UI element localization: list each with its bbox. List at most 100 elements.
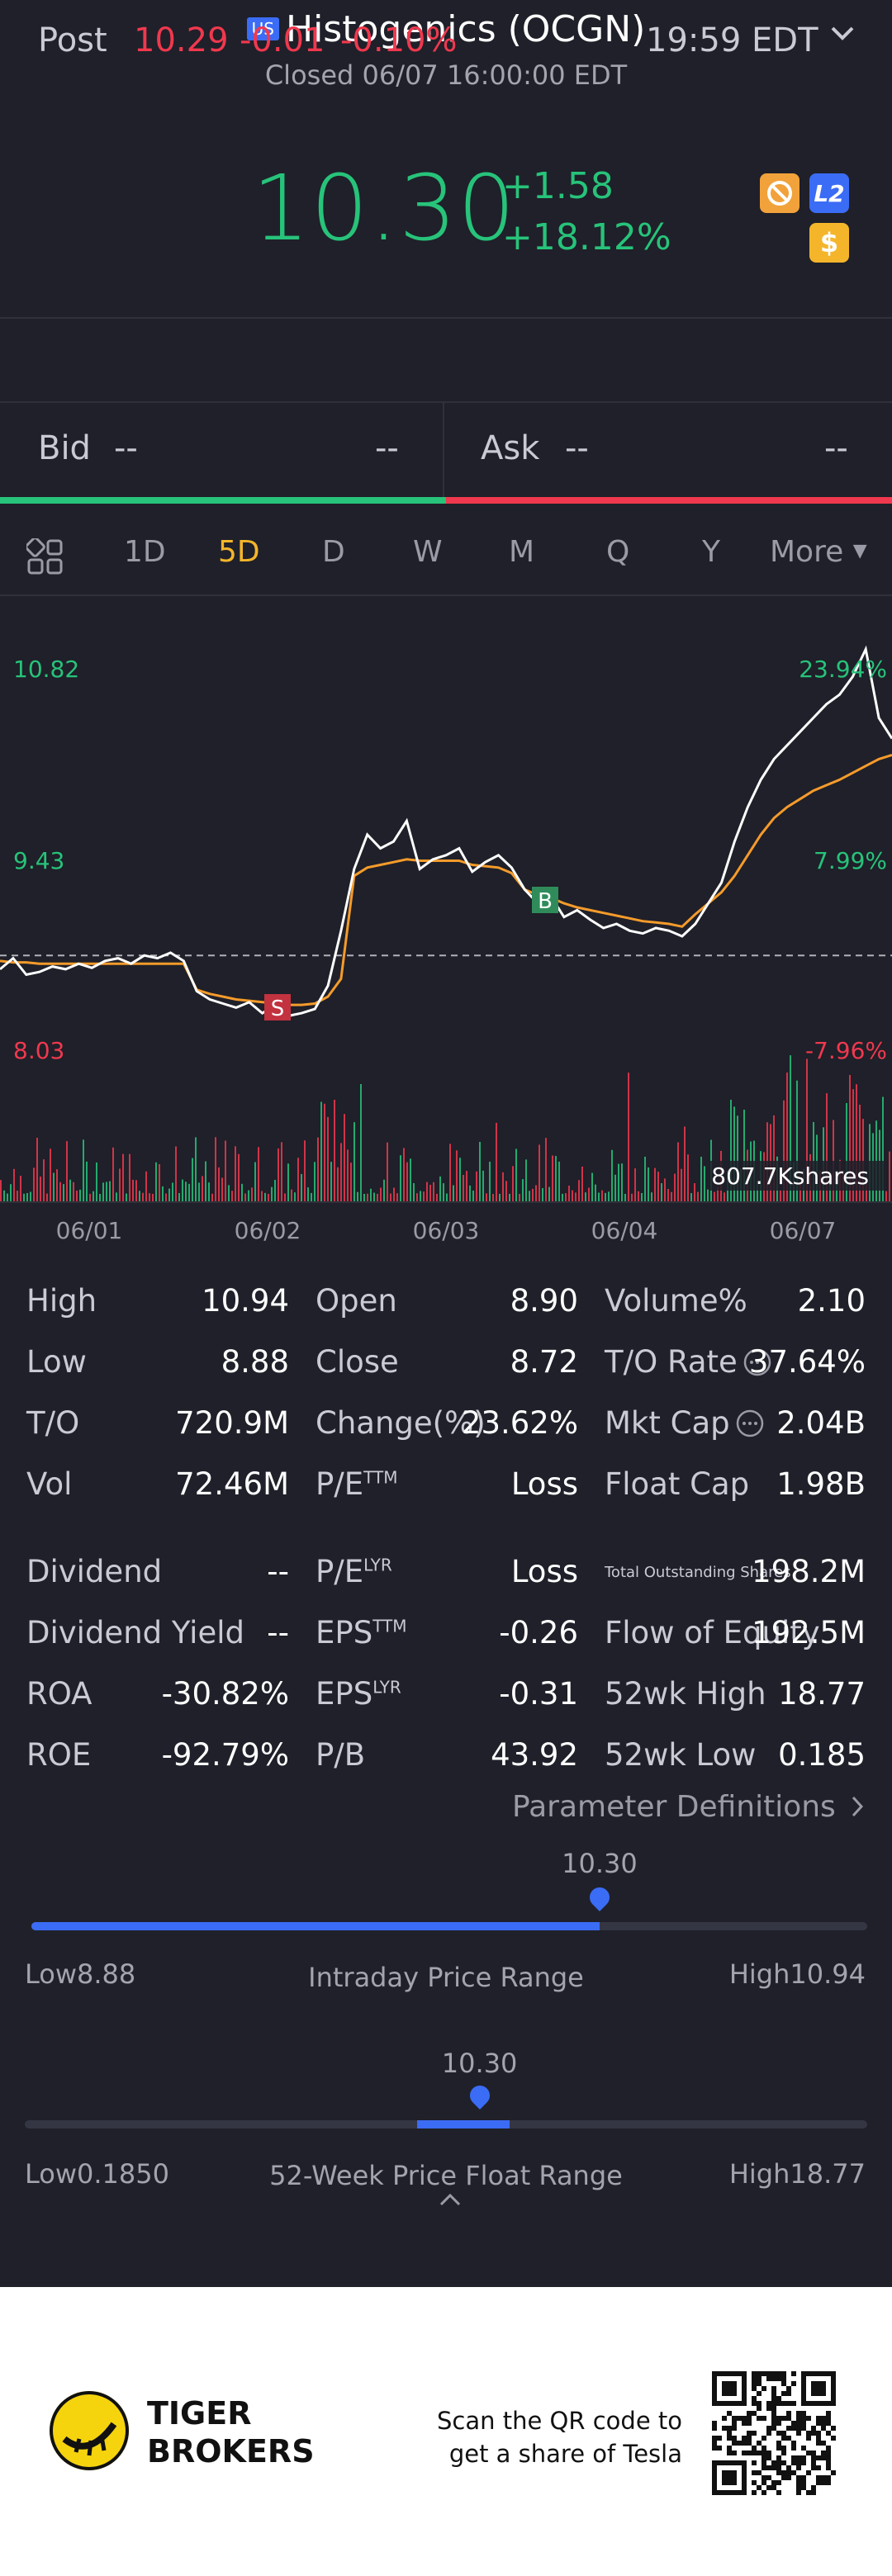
- volume-bar: [885, 1191, 887, 1202]
- price-chart[interactable]: 10.82 9.43 8.03 23.94% 7.99% -7.96% S B …: [0, 594, 892, 1271]
- volume-bar: [324, 1103, 325, 1202]
- tab-m[interactable]: M: [509, 535, 535, 569]
- volume-bar: [565, 1193, 567, 1202]
- volume-bar: [482, 1170, 484, 1202]
- volume-bar: [231, 1191, 233, 1202]
- more-info-icon[interactable]: [743, 1347, 772, 1377]
- volume-bar: [33, 1167, 35, 1202]
- volume-bar: [648, 1167, 649, 1202]
- volume-bar: [463, 1175, 464, 1202]
- volume-bar: [122, 1153, 124, 1202]
- volume-bar: [86, 1161, 88, 1202]
- volume-bar: [539, 1144, 540, 1202]
- intraday-current-price: 10.30: [562, 1848, 638, 1879]
- volume-bar: [185, 1181, 187, 1202]
- qr-code[interactable]: [712, 2371, 836, 2495]
- stat-label: T/O Rate: [605, 1344, 772, 1380]
- tab-more-label: More: [770, 535, 844, 569]
- post-market-change-percent: -0.10%: [340, 21, 458, 59]
- volume-bar: [264, 1192, 266, 1202]
- volume-bar: [268, 1193, 269, 1202]
- volume-bar: [859, 1104, 861, 1202]
- volume-bar: [93, 1191, 94, 1202]
- stat-value: -0.26: [499, 1615, 578, 1650]
- volume-bar: [311, 1192, 312, 1202]
- no-entry-icon[interactable]: [760, 173, 799, 213]
- y-label-left-high: 10.82: [13, 656, 79, 683]
- tab-y[interactable]: Y: [702, 535, 720, 569]
- volume-bar: [106, 1181, 107, 1202]
- volume-bar: [254, 1162, 256, 1202]
- volume-bar: [393, 1187, 395, 1202]
- volume-bar: [423, 1191, 425, 1202]
- stat-label: Close: [316, 1344, 399, 1380]
- qr-caption-line-1: Scan the QR code to: [437, 2407, 682, 2435]
- intraday-low: Low8.88: [25, 1958, 136, 1990]
- tab-d[interactable]: D: [322, 535, 345, 569]
- volume-bar: [608, 1191, 610, 1202]
- volume-bar: [152, 1193, 154, 1202]
- volume-bar: [420, 1191, 421, 1202]
- stat-value: 8.88: [221, 1344, 289, 1380]
- tab-5d[interactable]: 5D: [218, 535, 260, 569]
- volume-bar: [654, 1167, 656, 1202]
- volume-bar: [502, 1172, 504, 1202]
- volume-bar: [780, 1190, 781, 1202]
- parameter-definitions-link[interactable]: Parameter Definitions: [512, 1790, 870, 1824]
- post-market-time: 19:59 EDT: [646, 21, 818, 59]
- y-label-right-low: -7.96%: [805, 1037, 887, 1064]
- volume-bar: [205, 1161, 206, 1202]
- volume-bar: [479, 1141, 481, 1202]
- stat-value: --: [267, 1615, 289, 1650]
- stat-label: Open: [316, 1283, 397, 1319]
- tab-more[interactable]: More ▼: [770, 535, 867, 569]
- stock-name: Histogenics (OCGN): [286, 8, 646, 50]
- stat-label-text: Vol: [26, 1466, 73, 1502]
- sell-marker-label: S: [271, 997, 285, 1021]
- tab-w[interactable]: W: [413, 535, 443, 569]
- volume-bar: [79, 1189, 81, 1202]
- collapse-chevron-icon[interactable]: [438, 2190, 463, 2213]
- volume-bar: [499, 1193, 501, 1202]
- volume-bar: [605, 1192, 606, 1202]
- stat-value: 10.94: [202, 1283, 289, 1319]
- volume-bar: [657, 1172, 659, 1202]
- grid-icon[interactable]: [25, 537, 64, 580]
- stat-label: Low: [26, 1344, 87, 1380]
- stat-label-superscript: TTM: [372, 1616, 407, 1636]
- tab-1d[interactable]: 1D: [124, 535, 166, 569]
- volume-bar: [225, 1140, 226, 1202]
- volume-bar: [221, 1177, 223, 1202]
- volume-bar: [347, 1149, 349, 1202]
- chevron-down-icon[interactable]: [826, 17, 859, 58]
- volume-bar: [162, 1186, 164, 1202]
- volume-bar: [357, 1191, 358, 1202]
- volume-bar: [664, 1178, 666, 1202]
- volume-bar: [102, 1182, 104, 1202]
- volume-bar: [562, 1193, 563, 1202]
- level2-icon[interactable]: L2: [809, 173, 849, 213]
- volume-bar: [278, 1148, 279, 1202]
- volume-bar: [330, 1162, 332, 1202]
- more-info-icon[interactable]: [735, 1409, 765, 1438]
- volume-bar: [317, 1137, 319, 1202]
- volume-bar: [350, 1163, 352, 1202]
- volume-bar: [367, 1193, 368, 1202]
- volume-bar: [492, 1193, 494, 1202]
- volume-bar: [188, 1183, 190, 1202]
- volume-bar: [429, 1184, 431, 1202]
- volume-bar: [439, 1176, 441, 1202]
- tab-q[interactable]: Q: [606, 535, 630, 569]
- dollar-icon[interactable]: $: [809, 223, 849, 263]
- volume-bar: [109, 1181, 111, 1202]
- divider: [0, 317, 892, 319]
- volume-bar: [624, 1193, 626, 1202]
- stat-label: Flow of Equity: [605, 1615, 820, 1650]
- volume-bar: [449, 1144, 451, 1202]
- volume-bar: [0, 1180, 2, 1202]
- volume-bar: [638, 1191, 639, 1202]
- bid-size: --: [375, 429, 399, 467]
- volume-bar: [525, 1159, 527, 1202]
- week52-current-price: 10.30: [441, 2048, 518, 2079]
- volume-bar: [7, 1193, 8, 1202]
